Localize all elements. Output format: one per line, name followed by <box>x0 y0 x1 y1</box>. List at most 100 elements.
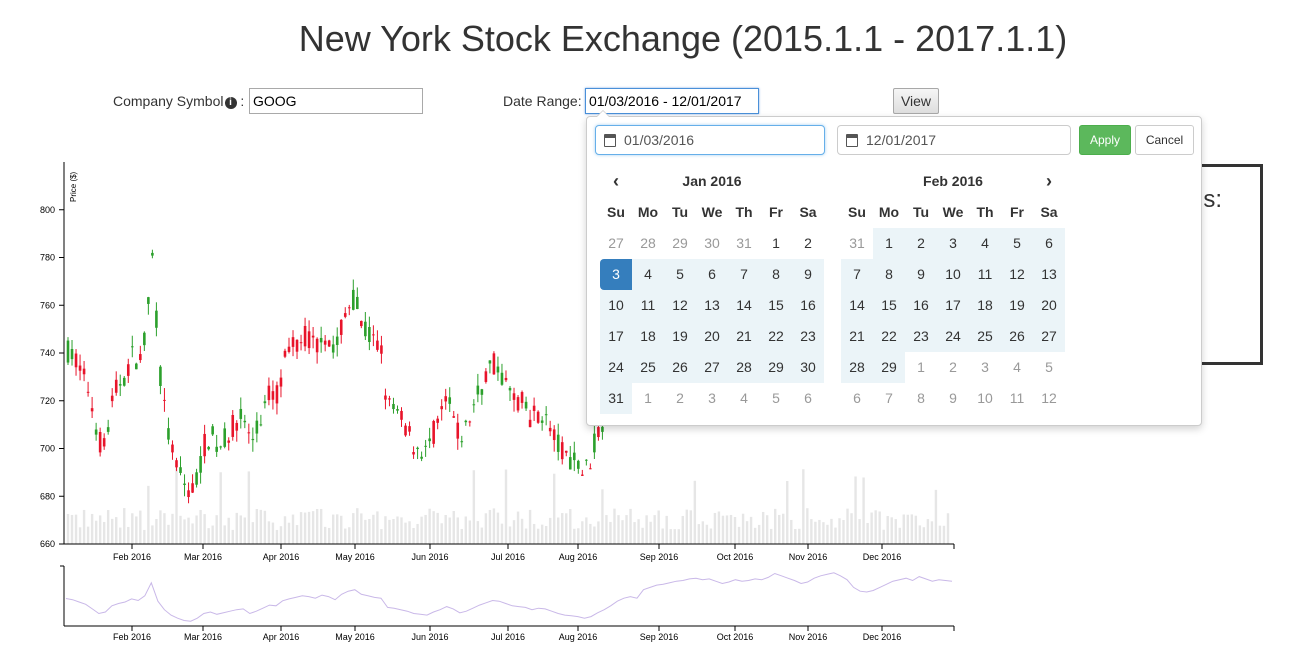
calendar-day[interactable]: 15 <box>873 290 905 321</box>
calendar-day[interactable]: 6 <box>853 390 861 406</box>
calendar-day[interactable]: 18 <box>632 321 664 352</box>
calendar-day[interactable]: 9 <box>792 259 824 290</box>
calendar-day[interactable]: 28 <box>640 235 656 251</box>
calendar-day[interactable]: 29 <box>760 352 792 383</box>
calendar-day[interactable]: 31 <box>736 235 752 251</box>
calendar-day[interactable]: 14 <box>841 290 873 321</box>
calendar-day[interactable]: 23 <box>905 321 937 352</box>
calendar-day[interactable]: 12 <box>1041 390 1057 406</box>
calendar-day[interactable]: 21 <box>841 321 873 352</box>
calendar-day[interactable]: 3 <box>708 390 716 406</box>
calendar-day[interactable]: 9 <box>905 259 937 290</box>
company-symbol-label: Company Symbol i : <box>113 93 245 109</box>
calendar-day[interactable]: 26 <box>1001 321 1033 352</box>
calendar-day[interactable]: 17 <box>600 321 632 352</box>
calendar-day[interactable]: 18 <box>969 290 1001 321</box>
company-symbol-input[interactable] <box>249 88 423 114</box>
calendar-day[interactable]: 4 <box>1013 359 1021 375</box>
end-date-input[interactable]: 12/01/2017 <box>837 125 1071 155</box>
start-date-input[interactable]: 01/03/2016 <box>595 125 825 155</box>
calendar-day[interactable]: 2 <box>676 390 684 406</box>
calendar-day[interactable]: 7 <box>728 259 760 290</box>
calendar-day[interactable]: 2 <box>804 235 812 251</box>
calendar-day[interactable]: 8 <box>873 259 905 290</box>
calendar-day[interactable]: 4 <box>740 390 748 406</box>
calendar-day[interactable]: 20 <box>696 321 728 352</box>
calendar-day[interactable]: 14 <box>728 290 760 321</box>
calendar-day[interactable]: 6 <box>1033 228 1065 259</box>
volume-bar <box>842 520 845 544</box>
calendar-day[interactable]: 3 <box>981 359 989 375</box>
calendar-day[interactable]: 1 <box>772 235 780 251</box>
calendar-day[interactable]: 31 <box>600 383 632 414</box>
calendar-day[interactable]: 29 <box>873 352 905 383</box>
calendar-day[interactable]: 11 <box>969 259 1001 290</box>
calendar-day[interactable]: 4 <box>632 259 664 290</box>
calendar-day[interactable]: 24 <box>600 352 632 383</box>
calendar-day[interactable]: 21 <box>728 321 760 352</box>
candle-body <box>548 427 552 432</box>
calendar-day[interactable]: 26 <box>664 352 696 383</box>
calendar-day[interactable]: 13 <box>696 290 728 321</box>
calendar-day[interactable]: 4 <box>969 228 1001 259</box>
calendar-day[interactable]: 7 <box>885 390 893 406</box>
candle-body <box>259 424 263 426</box>
calendar-day[interactable]: 16 <box>792 290 824 321</box>
calendar-day[interactable]: 24 <box>937 321 969 352</box>
calendar-day[interactable]: 12 <box>1001 259 1033 290</box>
calendar-day[interactable]: 16 <box>905 290 937 321</box>
chevron-right-icon[interactable]: › <box>1046 171 1052 191</box>
calendar-day[interactable]: 5 <box>772 390 780 406</box>
calendar-day[interactable]: 6 <box>696 259 728 290</box>
view-button[interactable]: View <box>893 88 939 114</box>
calendar-day[interactable]: 11 <box>1009 390 1025 406</box>
calendar-day[interactable]: 3 <box>937 228 969 259</box>
calendar-day[interactable]: 5 <box>664 259 696 290</box>
calendar-day[interactable]: 17 <box>937 290 969 321</box>
date-range-input[interactable] <box>585 88 759 114</box>
calendar-day[interactable]: 27 <box>608 235 624 251</box>
volume-bar <box>761 511 765 544</box>
calendar-day[interactable]: 25 <box>969 321 1001 352</box>
range-navigator[interactable]: Feb 2016 Mar 2016 Apr 2016 May 2016 Jun 2016… <box>60 565 955 642</box>
calendar-day[interactable]: 12 <box>664 290 696 321</box>
calendar-day[interactable]: 10 <box>600 290 632 321</box>
calendar-day[interactable]: 25 <box>632 352 664 383</box>
calendar-day[interactable]: 7 <box>841 259 873 290</box>
calendar-day[interactable]: 3 <box>600 259 632 290</box>
calendar-day[interactable]: 30 <box>704 235 720 251</box>
calendar-day[interactable]: 28 <box>728 352 760 383</box>
chevron-left-icon[interactable]: ‹ <box>613 171 619 191</box>
calendar-day[interactable]: 27 <box>1033 321 1065 352</box>
calendar-day[interactable]: 15 <box>760 290 792 321</box>
calendar-day[interactable]: 22 <box>760 321 792 352</box>
calendar-day[interactable]: 22 <box>873 321 905 352</box>
cancel-button[interactable]: Cancel <box>1135 125 1194 155</box>
calendar-day[interactable]: 1 <box>873 228 905 259</box>
calendar-day[interactable]: 19 <box>1001 290 1033 321</box>
calendar-day[interactable]: 8 <box>917 390 925 406</box>
calendar-day[interactable]: 20 <box>1033 290 1065 321</box>
calendar-day[interactable]: 23 <box>792 321 824 352</box>
calendar-day[interactable]: 6 <box>804 390 812 406</box>
calendar-day[interactable]: 11 <box>632 290 664 321</box>
calendar-day[interactable]: 5 <box>1001 228 1033 259</box>
info-icon[interactable]: i <box>224 97 237 109</box>
calendar-day[interactable]: 2 <box>949 359 957 375</box>
calendar-day[interactable]: 19 <box>664 321 696 352</box>
calendar-day[interactable]: 10 <box>977 390 993 406</box>
calendar-day[interactable]: 30 <box>792 352 824 383</box>
calendar-day[interactable]: 2 <box>905 228 937 259</box>
calendar-day[interactable]: 31 <box>849 235 865 251</box>
calendar-day[interactable]: 1 <box>644 390 652 406</box>
calendar-day[interactable]: 9 <box>949 390 957 406</box>
calendar-day[interactable]: 10 <box>937 259 969 290</box>
calendar-day[interactable]: 5 <box>1045 359 1053 375</box>
calendar-day[interactable]: 13 <box>1033 259 1065 290</box>
calendar-day[interactable]: 27 <box>696 352 728 383</box>
calendar-day[interactable]: 28 <box>841 352 873 383</box>
apply-button[interactable]: Apply <box>1079 125 1131 155</box>
calendar-day[interactable]: 1 <box>917 359 925 375</box>
calendar-day[interactable]: 8 <box>760 259 792 290</box>
calendar-day[interactable]: 29 <box>672 235 688 251</box>
